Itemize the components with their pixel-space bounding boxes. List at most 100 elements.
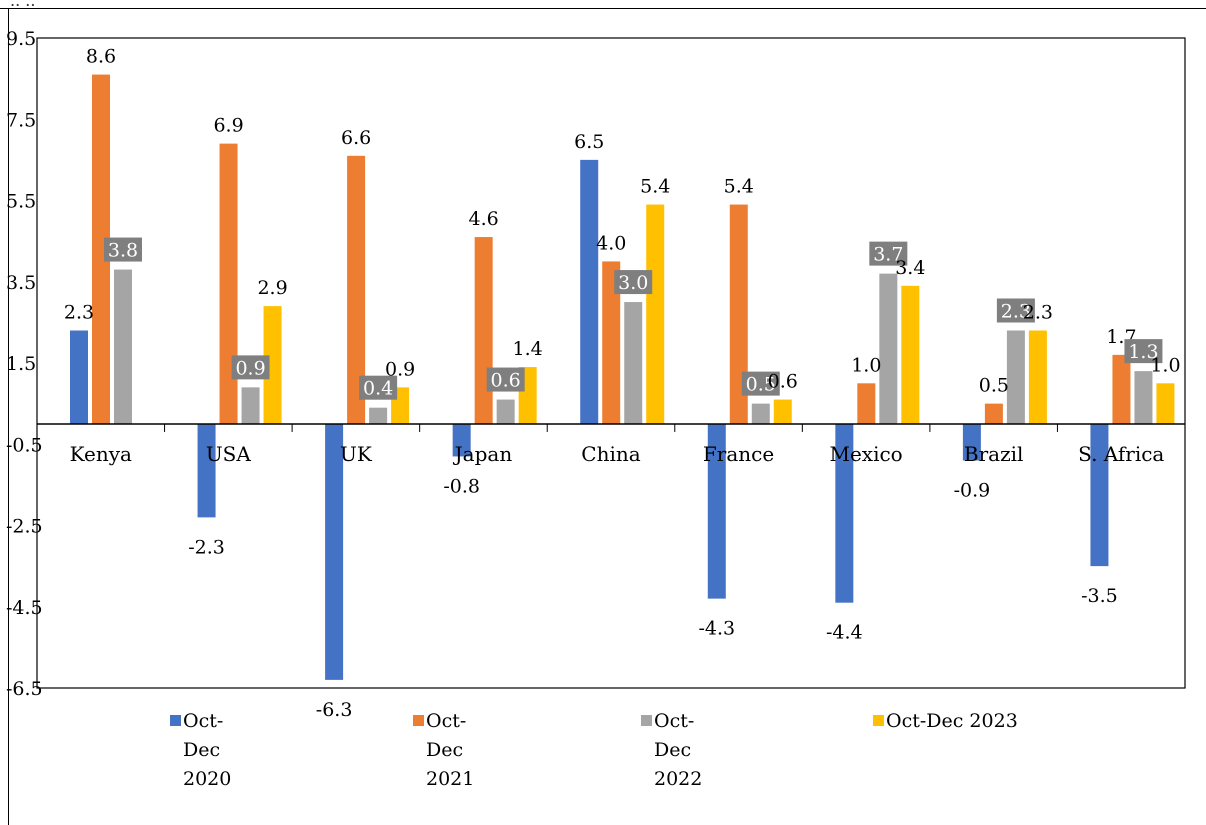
data-label: -4.3 xyxy=(698,618,735,640)
category-label: S. Africa xyxy=(1078,442,1164,466)
bar xyxy=(1134,371,1153,424)
data-label-box xyxy=(231,355,270,380)
y-tick-label: 1.5 xyxy=(6,353,36,375)
legend-label-line: 2022 xyxy=(654,768,703,790)
y-tick-label: 9.5 xyxy=(6,28,36,50)
legend-label-line: Oct- xyxy=(183,710,224,732)
bar xyxy=(219,143,238,424)
data-label: 6.9 xyxy=(213,115,243,137)
legend-swatch-2021 xyxy=(413,715,424,726)
legend-label-2023: Oct-Dec 2023 xyxy=(886,707,1018,736)
bar xyxy=(1028,330,1047,424)
data-label: 8.6 xyxy=(86,46,116,68)
legend-label-line: Dec xyxy=(654,739,692,761)
legend-item-2020: Oct- Dec 2020 xyxy=(170,707,231,794)
category-label: France xyxy=(703,442,774,466)
bar xyxy=(602,261,621,424)
data-label: 4.6 xyxy=(469,208,499,230)
data-label: 0.4 xyxy=(363,378,393,400)
data-label: 5.4 xyxy=(724,176,754,198)
data-label-box xyxy=(741,371,780,396)
bar xyxy=(707,423,726,599)
legend-label-line: Oct- xyxy=(426,710,467,732)
bar xyxy=(879,273,898,424)
data-label: 1.0 xyxy=(1150,354,1180,376)
data-label: -4.4 xyxy=(826,622,863,644)
data-label: -0.8 xyxy=(443,475,480,497)
data-label-box xyxy=(359,375,398,400)
legend-swatch-2023 xyxy=(873,715,884,726)
bar xyxy=(729,204,748,424)
frame-left-border xyxy=(8,8,9,825)
data-label: 3.0 xyxy=(618,272,648,294)
legend-label-line: Oct- xyxy=(654,710,695,732)
y-tick-label: -4.5 xyxy=(6,597,43,619)
bar xyxy=(496,399,515,424)
data-label: 0.6 xyxy=(491,370,521,392)
category-labels-layer: Kenya USA UK Japan China France Mexico Brazil S.… xyxy=(70,442,1165,466)
legend-label-line: Oct-Dec 2023 xyxy=(886,710,1018,732)
y-tick-label: -6.5 xyxy=(6,678,43,700)
bar xyxy=(474,237,493,424)
bar xyxy=(580,159,599,424)
y-axis-tick-labels: 9.5 7.5 5.5 3.5 1.5 -0.5 -2.5 -4.5 -6.5 xyxy=(6,28,43,700)
bar xyxy=(114,269,132,424)
bar xyxy=(646,204,665,424)
data-label: 1.3 xyxy=(1128,341,1158,363)
category-label: Kenya xyxy=(70,442,132,466)
data-label: 2.3 xyxy=(1023,302,1053,324)
y-tick-label: 7.5 xyxy=(6,109,36,131)
category-label: USA xyxy=(206,442,252,466)
data-label: 2.9 xyxy=(257,277,287,299)
legend-label-2022: Oct- Dec 2022 xyxy=(654,707,702,794)
data-label-box xyxy=(104,237,142,262)
bar xyxy=(92,74,110,424)
bar xyxy=(452,423,471,457)
data-labels-layer: 2.3 -2.3 -6.3 -0.8 6.5 -4.3 -4.4 -0.9 -3.5 8.6 6.9… xyxy=(64,46,1181,721)
bar xyxy=(1156,383,1175,424)
data-label: 4.0 xyxy=(596,232,626,254)
clipped-header-text: .. .. xyxy=(10,0,36,10)
y-tick-label: -2.5 xyxy=(6,516,43,538)
bar xyxy=(1112,354,1131,424)
category-label: Japan xyxy=(453,442,513,466)
bar xyxy=(197,423,216,518)
legend-label-line: 2020 xyxy=(183,768,232,790)
data-label-box xyxy=(486,367,525,392)
bar xyxy=(901,285,920,424)
bar xyxy=(70,330,88,424)
bar xyxy=(857,383,876,424)
bar xyxy=(1090,423,1109,567)
bar xyxy=(369,407,388,424)
data-label: 0.9 xyxy=(235,357,265,379)
legend-item-2021: Oct- Dec 2021 xyxy=(413,707,474,794)
legend-label-line: 2021 xyxy=(426,768,475,790)
bar xyxy=(263,306,282,424)
data-label: 3.7 xyxy=(873,244,903,266)
data-label: -3.5 xyxy=(1081,585,1118,607)
data-label: -2.3 xyxy=(188,536,225,558)
data-label: 3.8 xyxy=(108,240,138,262)
data-label: 3.4 xyxy=(895,257,925,279)
bar xyxy=(347,155,366,424)
bar xyxy=(984,403,1003,424)
category-ticks-layer xyxy=(36,423,1186,432)
data-label: -6.3 xyxy=(316,699,353,721)
bar xyxy=(624,302,643,424)
bar xyxy=(325,423,344,680)
legend-item-2023: Oct-Dec 2023 xyxy=(873,707,1018,736)
data-label: 0.9 xyxy=(385,358,415,380)
y-tick-label: 3.5 xyxy=(6,272,36,294)
y-tick-label: -0.5 xyxy=(6,434,43,456)
data-label: 0.5 xyxy=(979,375,1009,397)
legend-swatch-2022 xyxy=(641,715,652,726)
data-label: 0.5 xyxy=(746,374,776,396)
legend-swatch-2020 xyxy=(170,715,181,726)
y-tick-label: 5.5 xyxy=(6,191,36,213)
bar xyxy=(835,423,854,603)
data-label-box xyxy=(1124,339,1163,364)
category-label: Brazil xyxy=(964,442,1024,466)
legend-label-2021: Oct- Dec 2021 xyxy=(426,707,474,794)
bar xyxy=(773,399,792,424)
